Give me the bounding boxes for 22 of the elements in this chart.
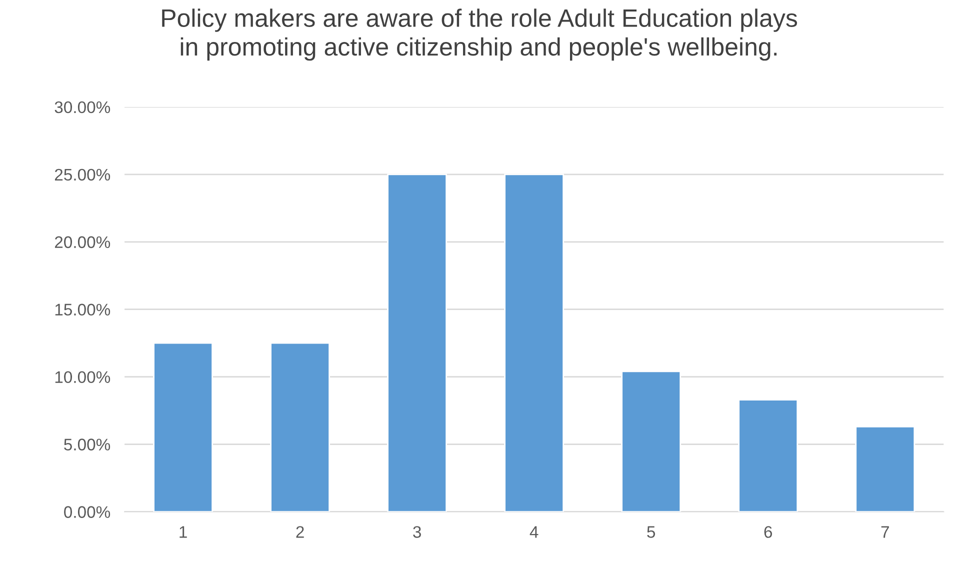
bar [738,399,798,512]
bar [153,342,213,512]
y-tick-label: 10.00% [55,371,110,384]
x-tick-label: 5 [647,526,656,538]
x-tick-label: 1 [180,526,187,538]
bar [270,342,330,512]
y-tick-label: 5.00% [64,438,110,450]
bar [855,426,916,512]
x-tick-label: 2 [296,526,304,538]
x-tick-label: 6 [764,526,772,538]
x-tick-label: 4 [530,526,538,538]
x-tick-label: 7 [881,526,889,538]
x-tick-label: 3 [413,526,421,538]
y-tick-label: 20.00% [54,236,110,248]
bar [621,370,682,512]
y-tick-label: 30.00% [54,101,110,114]
y-tick-label: 25.00% [54,168,110,181]
y-tick-label: 0.00% [64,506,110,518]
bar [387,174,448,512]
bar [504,174,564,512]
chart-title: Policy makers are aware of the role Adult Education plays in promoting active citizenship and people's wellbeing. [162,8,798,61]
y-tick-label: 15.00% [55,304,110,316]
